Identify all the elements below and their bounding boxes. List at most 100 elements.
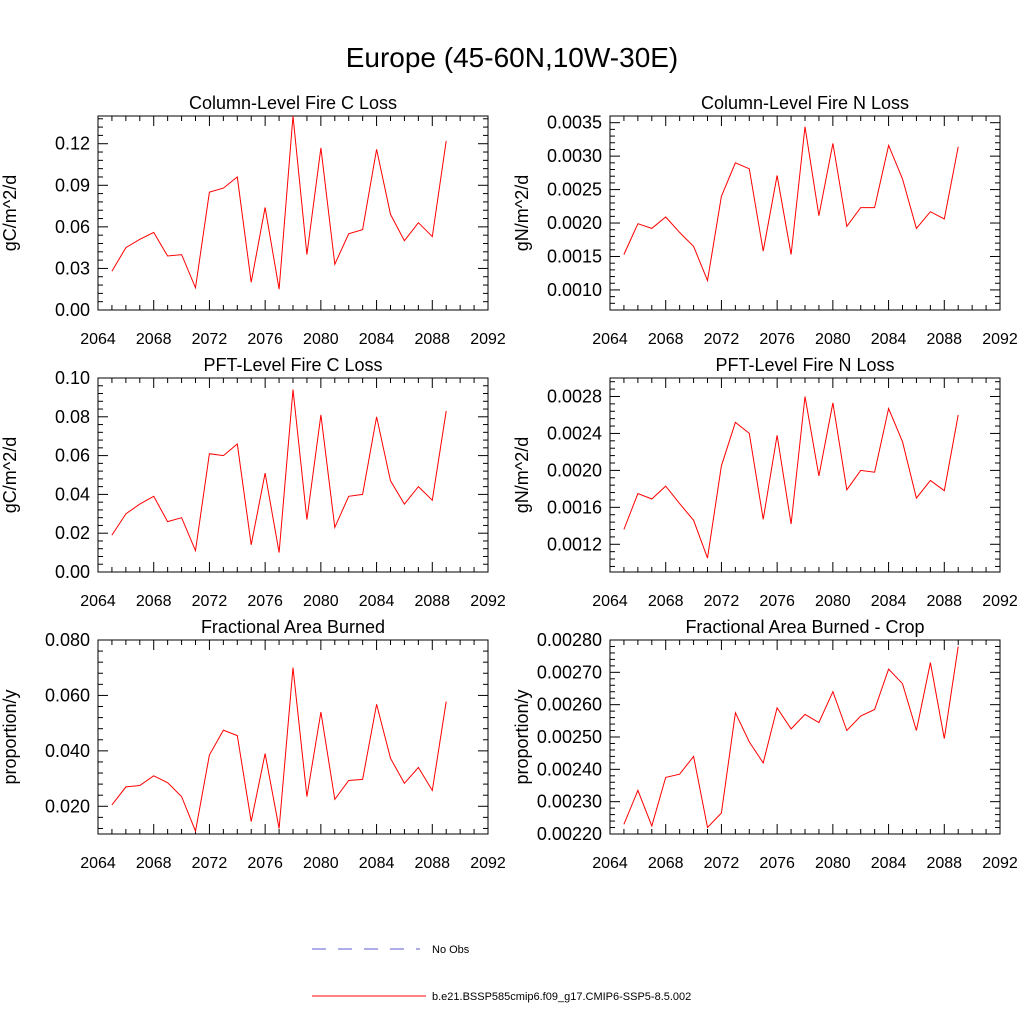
x-tick-label: 2064 [80,331,116,348]
series-line-1 [623,126,959,283]
y-tick-label: 0.00260 [537,695,602,715]
x-tick-label: 2072 [192,855,228,872]
y-tick-label: 0.060 [45,685,90,705]
y-tick-label: 0.10 [55,368,90,388]
y-tick-label: 0.0035 [547,113,602,133]
x-tick-label: 2068 [136,593,172,610]
legend-model-label: b.e21.BSSP585cmip6.f09_g17.CMIP6-SSP5-8.… [432,991,691,1003]
x-tick-label: 2068 [648,855,684,872]
y-axis-label: gN/m^2/d [512,437,532,513]
x-tick-label: 2072 [192,593,228,610]
y-tick-label: 0.06 [55,446,90,466]
x-tick-label: 2084 [359,593,395,610]
y-axis-label: proportion/y [0,689,20,784]
panels-container: Column-Level Fire C Loss gC/m^2/d 2064 2068… [0,93,1018,872]
legend-obs-label: No Obs [432,944,470,956]
x-tick-label: 2088 [414,855,450,872]
y-tick-label: 0.00240 [537,759,602,779]
x-tick-label: 2076 [247,331,283,348]
y-tick-label: 0.0010 [547,280,602,300]
legend: No Obs b.e21.BSSP585cmip6.f09_g17.CMIP6-… [312,944,691,1003]
x-tick-label: 2088 [414,593,450,610]
chart-panel-2: Column-Level Fire N Loss gN/m^2/d 2064 2068… [512,93,1018,348]
x-tick-label: 2064 [592,593,628,610]
y-axis-label: gN/m^2/d [512,175,532,251]
x-tick-label: 2080 [815,855,851,872]
plot-frame [609,639,1001,835]
x-tick-label: 2084 [871,331,907,348]
x-tick-label: 2068 [648,593,684,610]
y-axis-label: gC/m^2/d [0,175,20,251]
y-tick-label: 0.00250 [537,727,602,747]
chart-panel-6: Fractional Area Burned - Crop proportion/… [512,617,1018,872]
chart-panel-4: PFT-Level Fire N Loss gN/m^2/d 2064 2068 207… [512,355,1018,610]
chart-title: PFT-Level Fire N Loss [715,355,894,375]
y-tick-label: 0.09 [55,175,90,195]
y-tick-label: 0.03 [55,258,90,278]
x-tick-label: 2064 [592,331,628,348]
x-tick-label: 2080 [303,593,339,610]
y-tick-label: 0.08 [55,407,90,427]
y-tick-label: 0.0020 [547,213,602,233]
x-tick-label: 2088 [926,331,962,348]
y-axis-label: gC/m^2/d [0,437,20,513]
y-tick-label: 0.040 [45,741,90,761]
x-tick-label: 2092 [982,331,1018,348]
x-tick-label: 2076 [759,331,795,348]
y-tick-label: 0.080 [45,630,90,650]
series-line-1 [111,667,447,833]
chart-title: Column-Level Fire N Loss [701,93,909,113]
y-tick-label: 0.00280 [537,630,602,650]
x-tick-label: 2092 [470,855,506,872]
plot-frame [609,377,1001,573]
x-tick-label: 2092 [470,331,506,348]
y-tick-label: 0.02 [55,523,90,543]
x-tick-label: 2068 [136,331,172,348]
x-tick-label: 2076 [759,593,795,610]
y-tick-label: 0.0012 [547,534,602,554]
x-tick-label: 2092 [982,855,1018,872]
y-tick-label: 0.0030 [547,146,602,166]
series-line-1 [111,115,447,290]
x-tick-label: 2092 [470,593,506,610]
y-tick-label: 0.00230 [537,792,602,812]
y-axis-label: proportion/y [512,689,532,784]
x-tick-label: 2088 [414,331,450,348]
x-tick-label: 2092 [982,593,1018,610]
chart-title: PFT-Level Fire C Loss [203,355,382,375]
x-tick-label: 2076 [759,855,795,872]
x-tick-label: 2076 [247,855,283,872]
x-tick-label: 2072 [704,331,740,348]
x-tick-label: 2080 [303,331,339,348]
x-tick-label: 2084 [359,855,395,872]
chart-panel-1: Column-Level Fire C Loss gC/m^2/d 2064 2068… [0,93,506,348]
y-tick-label: 0.00 [55,562,90,582]
series-line-1 [623,396,959,559]
chart-title: Column-Level Fire C Loss [189,93,397,113]
x-tick-label: 2084 [359,331,395,348]
x-tick-label: 2076 [247,593,283,610]
y-tick-label: 0.0028 [547,386,602,406]
x-tick-label: 2064 [592,855,628,872]
y-tick-label: 0.0016 [547,497,602,517]
y-tick-label: 0.0025 [547,180,602,200]
x-tick-label: 2080 [303,855,339,872]
x-tick-label: 2064 [80,593,116,610]
y-tick-label: 0.00 [55,300,90,320]
y-tick-label: 0.04 [55,484,90,504]
x-tick-label: 2088 [926,593,962,610]
x-tick-label: 2084 [871,593,907,610]
y-tick-label: 0.0024 [547,423,602,443]
chart-panel-3: PFT-Level Fire C Loss gC/m^2/d 2064 2068 207… [0,355,506,610]
plot-frame [609,115,1001,311]
x-tick-label: 2068 [648,331,684,348]
chart-panel-5: Fractional Area Burned proportion/y 2064 20… [0,617,506,872]
y-tick-label: 0.0015 [547,246,602,266]
series-line-1 [111,389,447,553]
x-tick-label: 2088 [926,855,962,872]
x-tick-label: 2072 [704,593,740,610]
x-tick-label: 2064 [80,855,116,872]
chart-title: Fractional Area Burned - Crop [685,617,924,637]
x-tick-label: 2072 [704,855,740,872]
